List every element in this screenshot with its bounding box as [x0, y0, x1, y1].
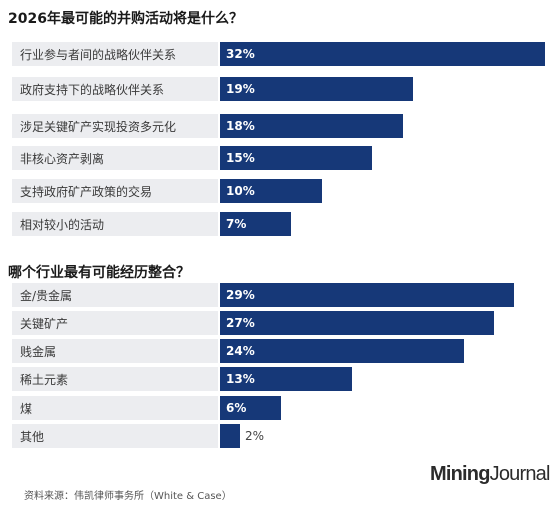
- row-background: [12, 114, 218, 138]
- value-label: 29%: [226, 288, 255, 302]
- category-label: 煤: [20, 401, 33, 416]
- category-label: 关键矿产: [20, 316, 69, 331]
- mining-journal-logo: MiningJournal: [430, 463, 550, 485]
- bar: [220, 212, 291, 236]
- bar: [220, 396, 281, 420]
- chart-title-1: 2026年最可能的并购活动将是什么？: [8, 11, 243, 27]
- bar-row: 煤 6%: [0, 396, 554, 420]
- category-label: 稀土元素: [20, 372, 69, 387]
- bar-row: 行业参与者间的战略伙伴关系 32%: [0, 42, 554, 66]
- bar: [220, 283, 514, 307]
- value-label: 10%: [226, 184, 255, 198]
- bar-row: 稀土元素 13%: [0, 367, 554, 391]
- value-label: 6%: [226, 401, 247, 415]
- value-label: 18%: [226, 119, 255, 133]
- bar-row: 相对较小的活动 7%: [0, 212, 554, 236]
- row-background: [12, 367, 218, 391]
- value-label: 19%: [226, 82, 255, 96]
- row-background: [12, 179, 218, 203]
- bar-row: 涉足关键矿产实现投资多元化 18%: [0, 114, 554, 138]
- bar-row: 非核心资产剥离 15%: [0, 146, 554, 170]
- row-background: [12, 146, 218, 170]
- source-note: 资料来源：伟凯律师事务所（White & Case）: [24, 491, 232, 502]
- value-label: 13%: [226, 372, 255, 386]
- value-label: 7%: [226, 217, 247, 231]
- bar: [220, 42, 545, 66]
- bar-row: 支持政府矿产政策的交易 10%: [0, 179, 554, 203]
- category-label: 行业参与者间的战略伙伴关系: [20, 47, 177, 62]
- value-label: 27%: [226, 316, 255, 330]
- bar-row: 关键矿产 27%: [0, 311, 554, 335]
- bar: [220, 146, 372, 170]
- row-background: [12, 311, 218, 335]
- bar: [220, 311, 494, 335]
- bar-row: 金/贵金属 29%: [0, 283, 554, 307]
- row-background: [12, 77, 218, 101]
- category-label: 政府支持下的战略伙伴关系: [20, 82, 165, 97]
- value-label: 24%: [226, 344, 255, 358]
- bar: [220, 424, 240, 448]
- row-background: [12, 283, 218, 307]
- row-background: [12, 42, 218, 66]
- value-label: 32%: [226, 47, 255, 61]
- bar: [220, 114, 403, 138]
- category-label: 非核心资产剥离: [20, 151, 105, 166]
- category-label: 相对较小的活动: [20, 217, 105, 232]
- row-background: [12, 212, 218, 236]
- category-label: 金/贵金属: [20, 288, 73, 303]
- value-label: 15%: [226, 151, 255, 165]
- bar: [220, 339, 464, 363]
- row-background: [12, 396, 218, 420]
- value-label: 2%: [245, 429, 265, 443]
- category-label: 涉足关键矿产实现投资多元化: [20, 119, 177, 134]
- category-label: 贱金属: [20, 344, 57, 359]
- row-background: [12, 339, 218, 363]
- bar-row: 政府支持下的战略伙伴关系 19%: [0, 77, 554, 101]
- bar: [220, 179, 322, 203]
- category-label: 支持政府矿产政策的交易: [20, 184, 153, 199]
- bar: [220, 367, 352, 391]
- bar: [220, 77, 413, 101]
- bar-row: 贱金属 24%: [0, 339, 554, 363]
- chart-title-2: 哪个行业最有可能经历整合？: [8, 265, 190, 281]
- row-background: [12, 424, 218, 448]
- bar-row: 其他 2%: [0, 424, 554, 448]
- category-label: 其他: [20, 429, 45, 444]
